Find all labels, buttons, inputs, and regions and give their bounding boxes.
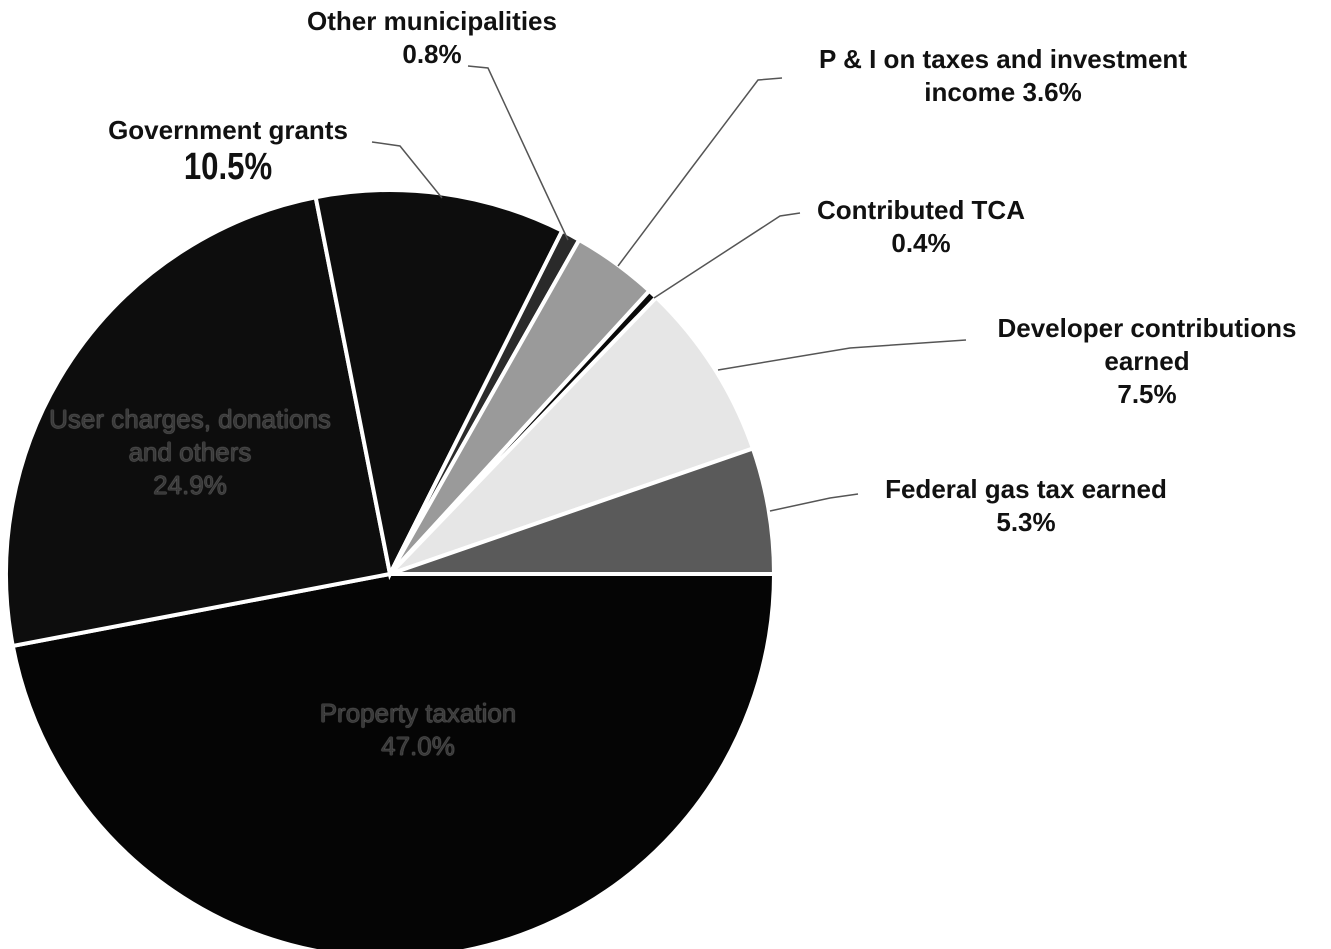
leader-line (371, 141, 443, 199)
slice-value: 0.4% (891, 228, 951, 258)
slice-value: 47.0% (381, 731, 455, 761)
slice-name: Federal gas tax earned (885, 474, 1167, 504)
slice-value: 7.5% (1117, 379, 1177, 409)
leader-line (617, 77, 783, 267)
leader-line (717, 339, 967, 371)
slice-label: Contributed TCA 0.4% (791, 194, 1051, 260)
slice (10, 572, 777, 949)
slice-name: Developer contributions earned (997, 313, 1297, 376)
slice (389, 445, 777, 576)
slice-label: Developer contributions earned 7.5% (957, 312, 1331, 411)
slice-value: 24.9% (153, 470, 227, 500)
slice-label: Federal gas tax earned 5.3% (826, 473, 1226, 539)
slice-label: Government grants 10.5% (68, 114, 388, 187)
slice-label: User charges, donations and others 24.9% (25, 403, 355, 502)
slice-label: Property taxation 47.0% (258, 697, 578, 763)
slice (4, 194, 393, 649)
slice-name: Other municipalities (307, 6, 557, 36)
slice-name: Contributed TCA (817, 195, 1025, 225)
slice-value: 3.6% (1022, 77, 1082, 107)
slice-name: Government grants (108, 115, 348, 145)
leader-lines (371, 65, 967, 512)
slice (313, 188, 565, 581)
slice-label: Other municipalities 0.8% (272, 5, 592, 71)
slice-label: P & I on taxes and investment income 3.6… (781, 43, 1226, 109)
slice-name: User charges, donations and others (49, 404, 331, 467)
leader-line (769, 493, 859, 512)
slice-name: Property taxation (319, 698, 517, 728)
leader-line (467, 65, 569, 241)
slice-value: 10.5% (183, 146, 273, 188)
slice-value: 5.3% (996, 507, 1056, 537)
slice-value: 0.8% (402, 39, 462, 69)
leader-line (653, 212, 801, 299)
slice (388, 294, 756, 576)
slice-name: P & I on taxes and investment income (819, 44, 1187, 107)
